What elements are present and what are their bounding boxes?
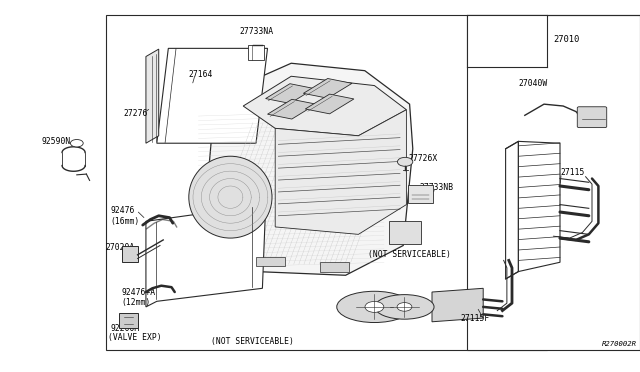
Polygon shape <box>119 313 138 328</box>
Polygon shape <box>157 48 268 143</box>
Circle shape <box>70 140 83 147</box>
Polygon shape <box>268 99 316 119</box>
Polygon shape <box>518 141 560 272</box>
Polygon shape <box>303 78 352 98</box>
Polygon shape <box>305 94 354 114</box>
Bar <box>389 221 421 244</box>
Text: 92476: 92476 <box>110 206 134 215</box>
Text: R270002R: R270002R <box>602 341 637 347</box>
Text: 92200M: 92200M <box>110 324 140 333</box>
Text: (16mm): (16mm) <box>110 217 140 226</box>
Text: (VALVE EXP): (VALVE EXP) <box>108 333 161 342</box>
Text: (NOT SERVICEABLE): (NOT SERVICEABLE) <box>368 250 451 259</box>
Bar <box>320 262 349 272</box>
Bar <box>467 15 640 350</box>
Circle shape <box>365 301 384 312</box>
FancyBboxPatch shape <box>577 107 607 128</box>
Ellipse shape <box>337 291 412 323</box>
Ellipse shape <box>189 156 272 238</box>
Text: 92476+A: 92476+A <box>122 288 156 296</box>
Polygon shape <box>202 63 413 275</box>
Text: 27010: 27010 <box>554 35 580 44</box>
Text: 27726X: 27726X <box>408 154 438 163</box>
Polygon shape <box>266 84 314 103</box>
Text: 27115F: 27115F <box>461 314 490 323</box>
Circle shape <box>397 157 413 166</box>
Polygon shape <box>122 246 138 262</box>
Circle shape <box>397 302 412 311</box>
Polygon shape <box>275 110 406 234</box>
Text: 27733NA: 27733NA <box>239 27 273 36</box>
Bar <box>106 15 547 350</box>
Text: 92590N: 92590N <box>42 137 71 146</box>
Polygon shape <box>146 49 159 143</box>
Text: 27174O: 27174O <box>349 299 378 308</box>
Ellipse shape <box>375 295 434 319</box>
Bar <box>248 45 264 60</box>
Text: 27040W: 27040W <box>518 79 548 88</box>
Bar <box>467 15 547 67</box>
Text: 27276: 27276 <box>124 109 148 118</box>
Text: 27020A: 27020A <box>106 243 135 252</box>
Text: (NOT SERVICEABLE): (NOT SERVICEABLE) <box>211 337 294 346</box>
Text: (12mm): (12mm) <box>122 298 151 307</box>
Polygon shape <box>243 76 406 136</box>
Text: 27115: 27115 <box>560 169 584 177</box>
Polygon shape <box>506 141 518 279</box>
Bar <box>408 185 433 203</box>
Polygon shape <box>432 288 483 322</box>
Polygon shape <box>355 299 364 314</box>
Bar <box>256 257 285 266</box>
Polygon shape <box>146 206 266 307</box>
Text: 27164: 27164 <box>189 70 213 79</box>
Text: 27733NB: 27733NB <box>419 183 453 192</box>
